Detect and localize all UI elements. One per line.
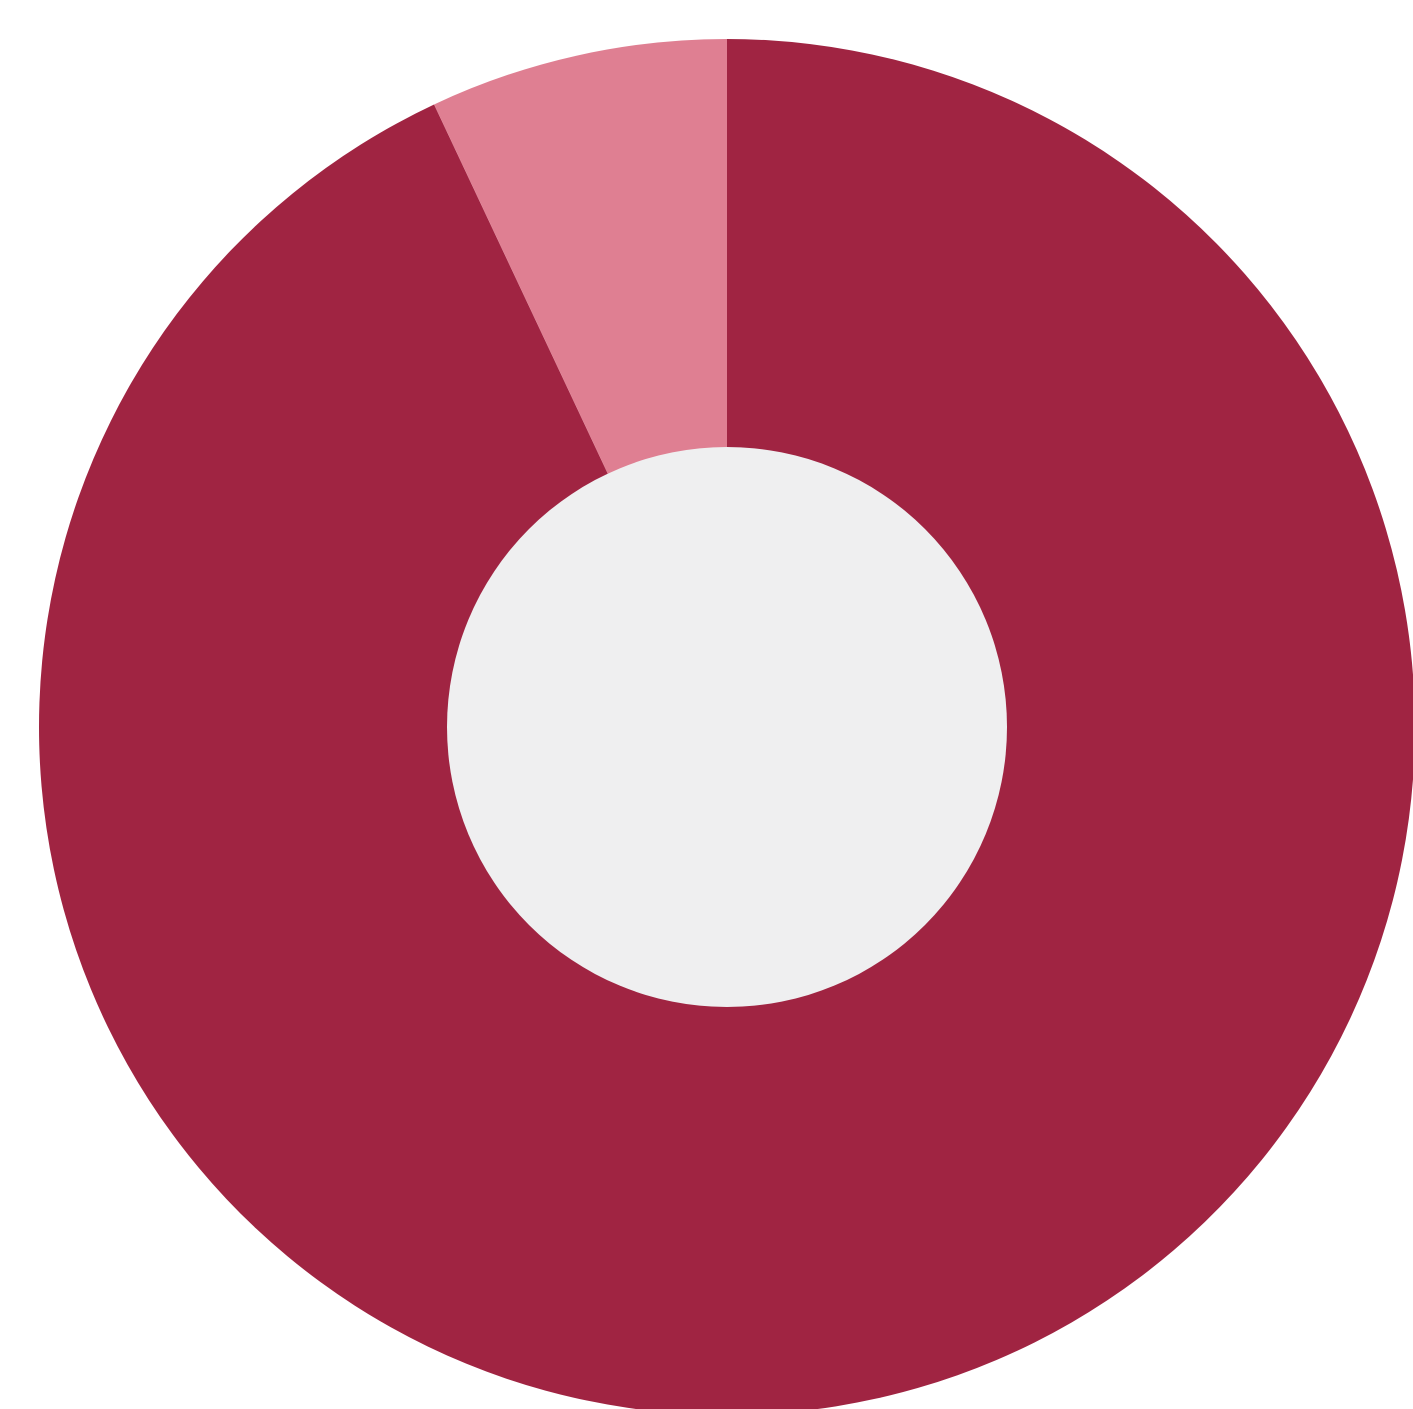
donut-slice-1 — [39, 39, 1413, 1409]
donut-hole — [447, 447, 1007, 1007]
